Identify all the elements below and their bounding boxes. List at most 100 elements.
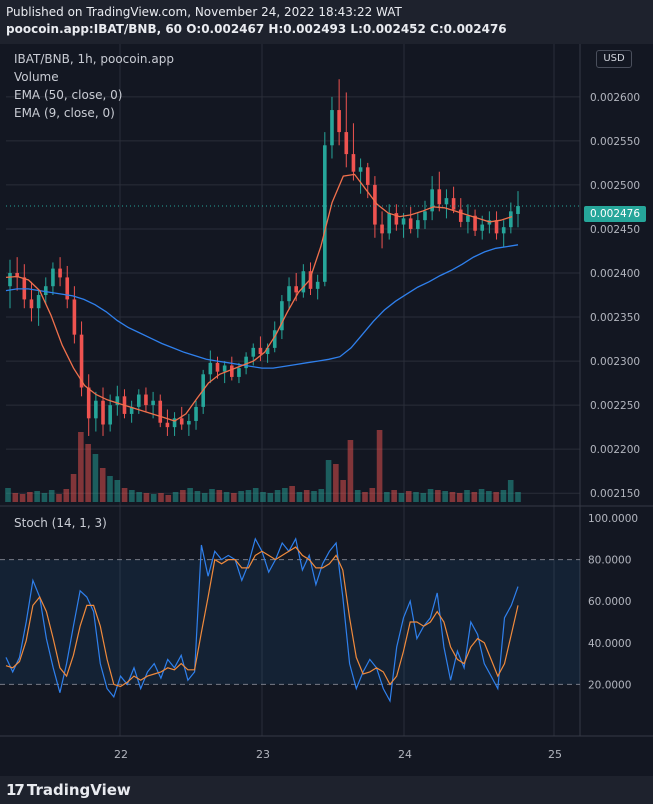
candle-body — [451, 198, 456, 210]
volume-bar — [136, 492, 142, 502]
price-tick: 0.002350 — [590, 312, 640, 324]
price-tick: 0.002450 — [590, 224, 640, 236]
legend-ema9[interactable]: EMA (9, close, 0) — [14, 106, 115, 120]
candle-body — [423, 211, 427, 221]
time-tick: 23 — [256, 748, 270, 761]
tradingview-logo[interactable]: 17 TradingView — [6, 781, 131, 799]
volume-bar — [180, 490, 186, 502]
candle-body — [294, 286, 298, 293]
volume-bar — [493, 492, 499, 502]
ema50-line — [5, 244, 519, 369]
volume-bar — [405, 491, 412, 502]
stoch-legend[interactable]: Stoch (14, 1, 3) — [14, 516, 107, 530]
stochastic-panel — [0, 537, 580, 703]
volume-bar — [260, 492, 266, 502]
stoch-tick: 60.0000 — [588, 596, 631, 608]
published-line: Published on TradingView.com, November 2… — [6, 5, 402, 19]
volume-bar — [376, 430, 383, 502]
volume-bar — [435, 490, 441, 502]
volume-bar — [384, 492, 390, 502]
stoch-tick: 20.0000 — [588, 679, 631, 691]
candle-body — [43, 286, 48, 296]
volume-bar — [449, 492, 456, 502]
candle-body — [258, 347, 263, 355]
volume-bar — [362, 492, 368, 502]
volume-bar — [85, 444, 91, 502]
price-tick: 0.002400 — [590, 268, 640, 280]
candle-body — [136, 394, 141, 407]
volume-bar — [464, 490, 470, 502]
candle-body — [315, 281, 320, 289]
volume-bar — [318, 489, 325, 502]
volume-bar — [442, 491, 448, 502]
currency-button[interactable]: USD — [596, 50, 632, 68]
volume-bar — [201, 493, 208, 502]
candle-body — [172, 418, 177, 428]
chart-area[interactable]: 0.002600 0.002550 0.002500 0.002450 0.002400… — [0, 44, 653, 776]
candle-body — [94, 400, 98, 419]
volume-bar — [500, 490, 507, 502]
price-tick: 0.002250 — [590, 400, 640, 412]
volume-bars — [5, 430, 521, 502]
volume-bar — [5, 488, 11, 502]
ema9-line — [5, 173, 513, 422]
candle-body — [365, 167, 370, 185]
volume-bar — [369, 488, 376, 502]
time-tick: 25 — [548, 748, 562, 761]
volume-bar — [303, 490, 310, 502]
candle-body — [222, 365, 227, 372]
candle-body — [351, 154, 356, 172]
candle-body — [380, 224, 384, 234]
volume-bar — [398, 493, 405, 502]
volume-bar — [172, 492, 179, 502]
candle-body — [179, 418, 184, 425]
candle-body — [72, 299, 77, 335]
legend-ema50[interactable]: EMA (50, close, 0) — [14, 88, 123, 102]
volume-bar — [78, 432, 84, 502]
volume-bar — [296, 492, 303, 502]
candle-body — [287, 286, 291, 302]
volume-bar — [107, 476, 113, 502]
volume-bar — [420, 493, 427, 502]
candle-body — [265, 347, 270, 355]
volume-bar — [34, 491, 40, 502]
candle-body — [358, 167, 363, 172]
candle-body — [215, 362, 220, 372]
price-tick: 0.002500 — [590, 180, 640, 192]
candle-body — [373, 184, 377, 225]
ohlc-line: poocoin.app:IBAT/BNB, 60 O:0.002467 H:0.… — [6, 22, 507, 36]
volume-bar — [92, 454, 99, 502]
candle-body — [509, 211, 513, 228]
volume-bar — [216, 490, 223, 502]
price-chart[interactable]: 0.002600 0.002550 0.002500 0.002450 0.002400… — [0, 44, 653, 776]
price-tick: 0.002550 — [590, 136, 640, 148]
candle-body — [187, 420, 191, 425]
candle-body — [344, 132, 349, 155]
legend-volume[interactable]: Volume — [14, 70, 59, 84]
candle-body — [394, 213, 399, 225]
volume-bar — [209, 489, 215, 502]
candle-body — [144, 394, 148, 406]
volume-bar — [413, 492, 419, 502]
candle-body — [458, 209, 463, 222]
volume-bar — [187, 488, 193, 502]
stoch-tick: 40.0000 — [588, 638, 631, 650]
volume-bar — [231, 493, 237, 502]
candle-body — [516, 206, 520, 214]
candle-body — [36, 295, 41, 309]
volume-bar — [471, 492, 478, 502]
volume-bar — [194, 491, 201, 502]
candle-body — [51, 268, 55, 287]
volume-bar — [282, 488, 288, 502]
candle-body — [416, 220, 420, 229]
time-tick: 24 — [398, 748, 412, 761]
volume-bar — [486, 491, 492, 502]
candle-body — [29, 299, 34, 309]
stoch-tick: 100.0000 — [588, 513, 638, 525]
volume-bar — [12, 493, 19, 502]
candle-body — [244, 356, 248, 369]
volume-bar — [150, 494, 157, 502]
candle-body — [387, 213, 392, 234]
ema-lines — [5, 173, 580, 422]
